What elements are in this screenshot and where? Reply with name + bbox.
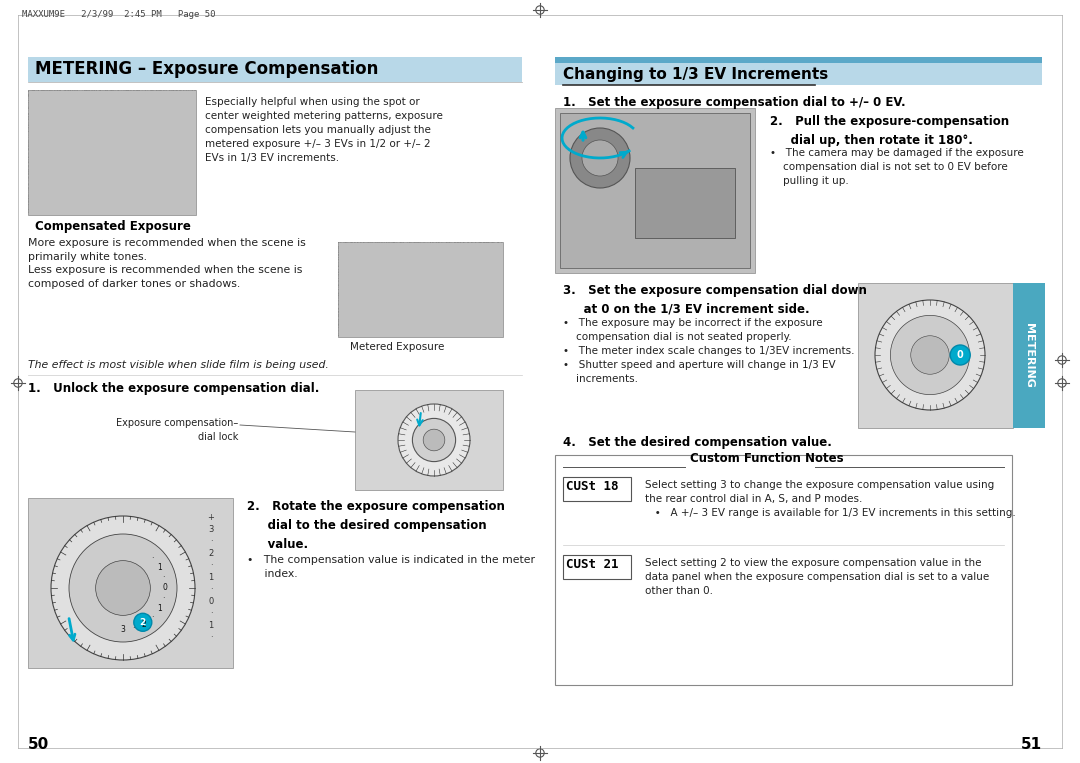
Text: ·: · xyxy=(210,537,213,546)
Bar xyxy=(563,477,631,501)
Text: 0: 0 xyxy=(208,597,214,606)
Bar xyxy=(555,57,1042,63)
Bar xyxy=(28,498,233,668)
Text: 2: 2 xyxy=(208,549,214,558)
Circle shape xyxy=(69,534,177,642)
Text: ·: · xyxy=(210,585,213,594)
Circle shape xyxy=(570,128,630,188)
Text: ·: · xyxy=(162,573,164,581)
Text: 1: 1 xyxy=(157,604,162,613)
Text: Less exposure is recommended when the scene is
composed of darker tones or shado: Less exposure is recommended when the sc… xyxy=(28,265,302,289)
Circle shape xyxy=(910,336,949,374)
Bar xyxy=(563,555,631,579)
Bar xyxy=(555,108,755,273)
Circle shape xyxy=(399,404,470,476)
Text: ·: · xyxy=(210,609,213,618)
Text: 1: 1 xyxy=(157,562,162,571)
Text: ·: · xyxy=(133,624,135,633)
Bar xyxy=(1013,283,1045,428)
Bar xyxy=(338,242,503,337)
Text: 3.   Set the exposure compensation dial down
     at 0 on the 1/3 EV increment s: 3. Set the exposure compensation dial do… xyxy=(563,284,867,316)
Text: MAXXUM9E   2/3/99  2:45 PM   Page 50: MAXXUM9E 2/3/99 2:45 PM Page 50 xyxy=(22,10,216,19)
Bar xyxy=(635,168,735,238)
Text: 3: 3 xyxy=(121,625,125,634)
Text: 2.   Rotate the exposure compensation
     dial to the desired compensation
    : 2. Rotate the exposure compensation dial… xyxy=(247,500,504,551)
Bar xyxy=(555,63,1042,85)
Bar xyxy=(355,390,503,490)
Text: METERING – Exposure Compensation: METERING – Exposure Compensation xyxy=(35,60,378,78)
Text: 1: 1 xyxy=(208,621,214,630)
Text: 3: 3 xyxy=(208,525,214,534)
Text: 1: 1 xyxy=(208,573,214,582)
Text: 2.   Pull the exposure-compensation
     dial up, then rotate it 180°.: 2. Pull the exposure-compensation dial u… xyxy=(770,115,1009,147)
Text: Select setting 2 to view the exposure compensation value in the
data panel when : Select setting 2 to view the exposure co… xyxy=(645,558,989,596)
Text: 0: 0 xyxy=(162,584,167,593)
Text: CUSt 21: CUSt 21 xyxy=(566,558,619,571)
Text: ·: · xyxy=(210,561,213,570)
Text: CUSt 18: CUSt 18 xyxy=(566,480,619,493)
Text: Select setting 3 to change the exposure compensation value using
the rear contro: Select setting 3 to change the exposure … xyxy=(645,480,1016,518)
Circle shape xyxy=(890,315,970,394)
Text: 0: 0 xyxy=(957,350,963,360)
Text: +: + xyxy=(207,513,215,522)
Text: Changing to 1/3 EV Increments: Changing to 1/3 EV Increments xyxy=(563,67,828,82)
Text: 2: 2 xyxy=(139,618,146,626)
Text: 4.   Set the desired compensation value.: 4. Set the desired compensation value. xyxy=(563,436,832,449)
Bar xyxy=(28,57,522,82)
Text: •   The camera may be damaged if the exposure
    compensation dial is not set t: • The camera may be damaged if the expos… xyxy=(770,148,1024,186)
Text: Compensated Exposure: Compensated Exposure xyxy=(35,220,191,233)
Circle shape xyxy=(875,300,985,410)
Text: More exposure is recommended when the scene is
primarily white tones.: More exposure is recommended when the sc… xyxy=(28,238,306,262)
Text: ·: · xyxy=(151,613,153,622)
Text: Custom Function Notes: Custom Function Notes xyxy=(690,452,843,465)
Text: The effect is most visible when slide film is being used.: The effect is most visible when slide fi… xyxy=(28,360,329,370)
Circle shape xyxy=(413,418,456,462)
Circle shape xyxy=(950,345,970,365)
Circle shape xyxy=(582,140,618,176)
Text: Exposure compensation–
dial lock: Exposure compensation– dial lock xyxy=(116,418,238,442)
Bar xyxy=(561,113,750,268)
Text: METERING: METERING xyxy=(1024,323,1034,388)
Bar xyxy=(858,283,1013,428)
Text: 1.   Unlock the exposure compensation dial.: 1. Unlock the exposure compensation dial… xyxy=(28,382,320,395)
Text: Especially helpful when using the spot or
center weighted metering patterns, exp: Especially helpful when using the spot o… xyxy=(205,97,443,163)
Text: ·: · xyxy=(151,554,153,563)
Text: ·: · xyxy=(210,633,213,642)
Circle shape xyxy=(423,430,445,451)
Text: 1.   Set the exposure compensation dial to +/– 0 EV.: 1. Set the exposure compensation dial to… xyxy=(563,96,906,109)
Bar xyxy=(555,455,1012,685)
Circle shape xyxy=(96,561,150,616)
Text: Metered Exposure: Metered Exposure xyxy=(350,342,444,352)
Text: •   The exposure may be incorrect if the exposure
    compensation dial is not s: • The exposure may be incorrect if the e… xyxy=(563,318,854,384)
Circle shape xyxy=(134,613,152,631)
Text: 50: 50 xyxy=(28,737,50,752)
Circle shape xyxy=(51,516,195,660)
Bar xyxy=(28,90,195,215)
Text: 51: 51 xyxy=(1021,737,1042,752)
Text: •   The compensation value is indicated in the meter
     index.: • The compensation value is indicated in… xyxy=(247,555,535,579)
Text: ·: · xyxy=(162,594,164,604)
Text: 2: 2 xyxy=(141,620,146,629)
